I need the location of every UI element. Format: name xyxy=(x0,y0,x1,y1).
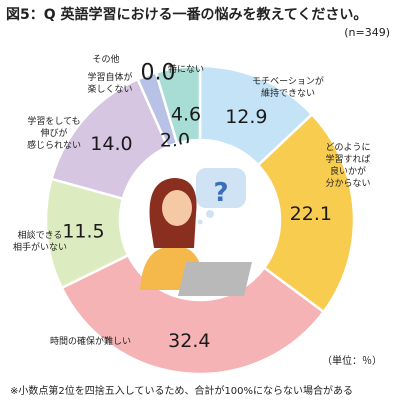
slice-1-label-line: モチベーションが xyxy=(252,75,324,87)
sample-size: (n=349) xyxy=(344,26,390,39)
slice-7-label: その他 xyxy=(92,53,119,65)
slice-4-label-line: 相手がいない xyxy=(13,241,67,253)
thought-dot-small xyxy=(197,219,203,225)
question-mark: ? xyxy=(213,178,228,208)
labels-group: モチベーションが維持できないどのように学習すれば良いかが分からない時間の確保が難… xyxy=(13,53,371,347)
slice-4-label: 相談できる相手がいない xyxy=(13,229,67,253)
slice-4-label-line: 相談できる xyxy=(18,229,63,241)
slice-2-label-line: 分からない xyxy=(325,178,370,189)
slice-2-value: 22.1 xyxy=(290,203,332,225)
slice-3-label-line: 時間の確保が難しい xyxy=(50,335,131,347)
slice-2-label-line: 学習すれば xyxy=(325,153,370,165)
slices-group xyxy=(44,64,356,376)
values-group: 12.922.132.411.514.0 2.00.04.6 xyxy=(62,61,332,352)
slice-6-label-line: 学習自体が xyxy=(87,71,132,83)
slice-1-value: 12.9 xyxy=(225,106,267,128)
slice-7-value: 0.0 xyxy=(141,61,176,86)
slice-5-value: 14.0 xyxy=(90,133,132,155)
thought-dot-large xyxy=(206,210,214,218)
slice-2 xyxy=(256,112,356,314)
slice-3 xyxy=(60,253,326,376)
slice-5-label: 学習をしても伸びが感じられない xyxy=(27,115,81,151)
footnote: ※小数点第2位を四捨五入しているため、合計が100%にならない場合がある xyxy=(10,386,354,397)
slice-3-label: 時間の確保が難しい xyxy=(50,335,131,347)
thought-bubble xyxy=(196,168,246,208)
slice-4-value: 11.5 xyxy=(62,221,104,243)
slice-8-label: 特にない xyxy=(168,63,204,75)
slice-1-label: モチベーションが維持できない xyxy=(252,75,324,99)
slice-7-label-line: その他 xyxy=(92,53,119,65)
slice-5-label-line: 伸びが xyxy=(40,127,67,139)
slice-2-label-line: どのように xyxy=(325,142,370,153)
slice-8 xyxy=(154,64,202,145)
chart-title: 図5：Q 英語学習における一番の悩みを教えてください。 xyxy=(6,7,368,23)
slice-5-label-line: 感じられない xyxy=(27,139,81,151)
slice-5-label-line: 学習をしても xyxy=(27,115,80,127)
slice-1-label-line: 維持できない xyxy=(261,87,315,99)
slice-6-label: 学習自体が楽しくない xyxy=(87,71,132,95)
person-face xyxy=(162,190,192,226)
laptop xyxy=(178,262,252,296)
slice-3-value: 32.4 xyxy=(168,330,210,352)
slice-2-label-line: 良いかが xyxy=(330,165,366,177)
slice-8-label-line: 特にない xyxy=(168,63,204,75)
slice-6-label-line: 楽しくない xyxy=(87,83,132,95)
unit-note: （単位：％） xyxy=(322,356,382,367)
slice-2-label: どのように学習すれば良いかが分からない xyxy=(325,142,370,189)
slice-8-value: 4.6 xyxy=(171,104,201,126)
center-illustration: ? xyxy=(122,142,278,298)
